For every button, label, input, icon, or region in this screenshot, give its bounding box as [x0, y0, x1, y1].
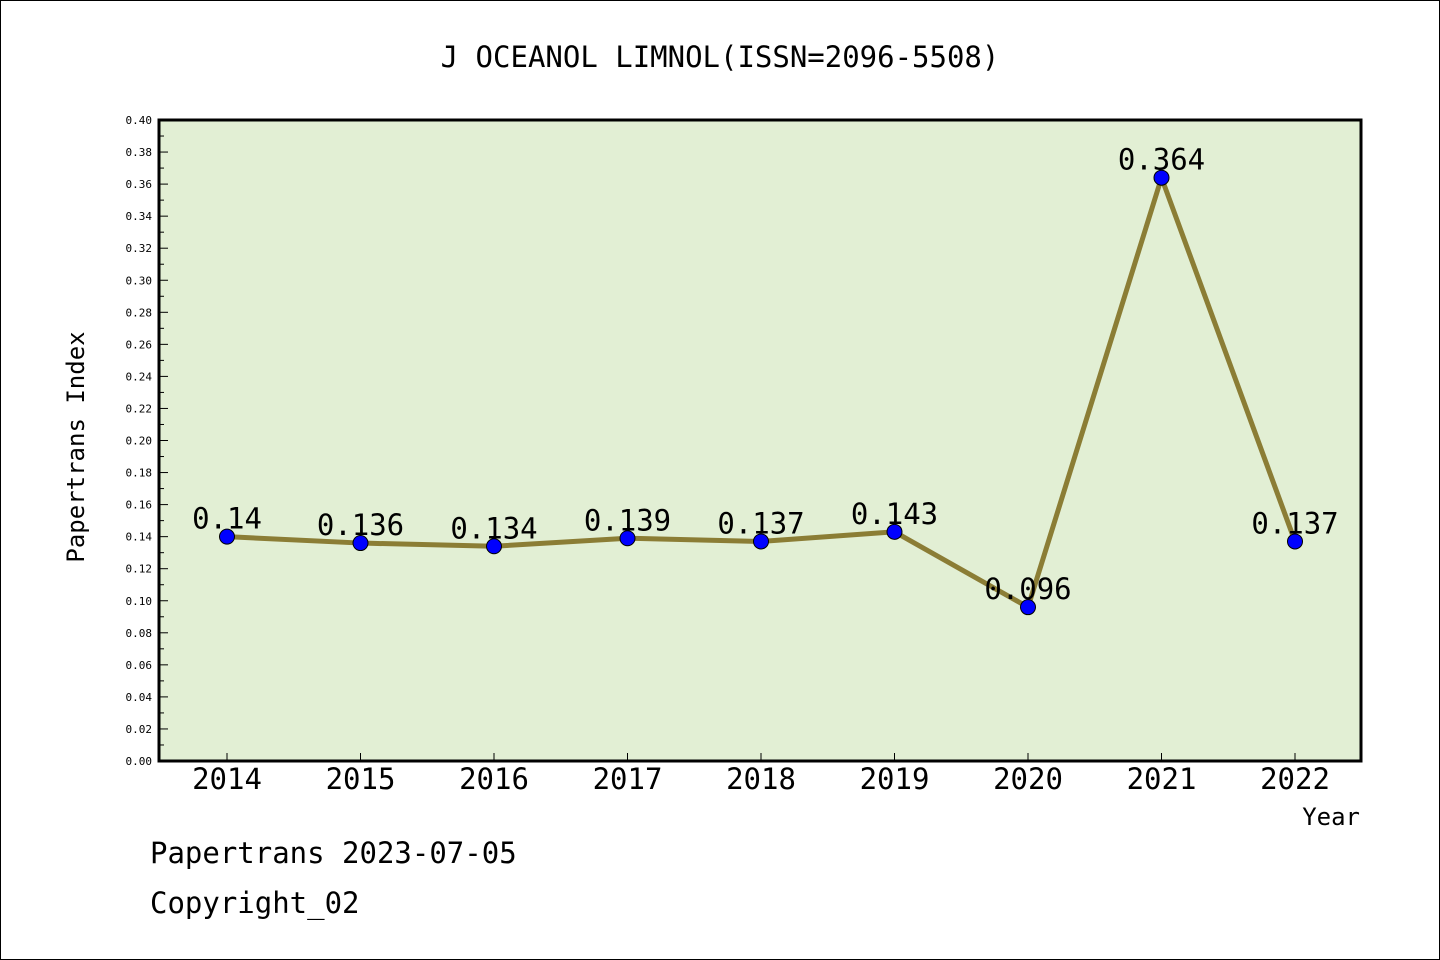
y-tick-label: 0.00	[126, 755, 153, 768]
y-tick-label: 0.24	[126, 370, 153, 383]
y-tick-label: 0.34	[126, 210, 153, 223]
x-tick-label: 2020	[993, 762, 1063, 796]
x-tick-label: 2015	[326, 762, 396, 796]
y-tick-label: 0.20	[126, 435, 153, 448]
x-tick-label: 2019	[860, 762, 930, 796]
y-tick-label: 0.28	[126, 306, 153, 319]
y-tick-label: 0.18	[126, 467, 153, 480]
x-tick-label: 2018	[726, 762, 796, 796]
data-point	[1153, 169, 1170, 186]
plot-area	[157, 118, 1363, 763]
data-point	[1287, 533, 1303, 550]
y-tick-label: 0.14	[126, 531, 153, 544]
data-label: 0.134	[450, 511, 537, 545]
y-tick-label: 0.22	[126, 402, 153, 415]
data-label: 0.14	[192, 502, 262, 536]
data-label: 0.139	[584, 503, 671, 537]
y-tick-label: 0.02	[126, 723, 153, 736]
data-point	[219, 528, 235, 545]
data-label: 0.096	[984, 572, 1071, 606]
y-tick-label: 0.38	[126, 146, 153, 159]
chart-title: J OCEANOL LIMNOL(ISSN=2096-5508)	[441, 40, 1000, 74]
y-axis-label: Papertrans Index	[62, 331, 90, 562]
y-tick-label: 0.26	[126, 338, 153, 351]
data-label: 0.364	[1118, 143, 1205, 177]
y-tick-label: 0.16	[126, 499, 153, 512]
footer-date: Papertrans 2023-07-05	[150, 836, 517, 870]
y-tick-label: 0.06	[126, 659, 153, 672]
y-tick-label: 0.30	[126, 274, 153, 287]
data-labels: 0.14 0.136 0.134 0.139 0.137 0.143 0.096 0.364 0…	[192, 143, 1339, 606]
y-tick-label: 0.32	[126, 242, 153, 255]
data-label: 0.136	[317, 508, 404, 542]
data-label: 0.137	[1251, 506, 1338, 540]
data-label: 0.137	[717, 506, 804, 540]
x-tick-label: 2014	[192, 762, 262, 796]
x-tick-label: 2016	[459, 762, 529, 796]
x-tick-label: 2021	[1127, 762, 1197, 796]
x-axis: 2014 2015 2016 2017 2018 2019 2020 2021 2022	[192, 753, 1330, 796]
data-point	[486, 538, 502, 555]
y-tick-label: 0.36	[126, 178, 153, 191]
data-point	[619, 530, 636, 547]
footer-copyright: Copyright_02	[150, 886, 360, 920]
x-tick-label: 2017	[593, 762, 663, 796]
y-axis: 0.00 0.02 0.04 0.06 0.08 0.10 0.12 0.14 0.16 0.18…	[126, 114, 168, 768]
data-point	[1020, 599, 1036, 616]
data-label: 0.143	[851, 497, 938, 531]
x-axis-label: Year	[1302, 803, 1360, 831]
y-tick-label: 0.08	[126, 627, 153, 640]
data-markers	[219, 169, 1303, 616]
y-tick-label: 0.12	[126, 563, 153, 576]
x-tick-label: 2022	[1260, 762, 1330, 796]
y-tick-label: 0.04	[126, 691, 153, 704]
y-tick-label: 0.40	[126, 114, 153, 127]
y-tick-label: 0.10	[126, 595, 153, 608]
data-point	[753, 533, 769, 550]
data-point	[352, 535, 369, 552]
data-point	[886, 523, 903, 540]
